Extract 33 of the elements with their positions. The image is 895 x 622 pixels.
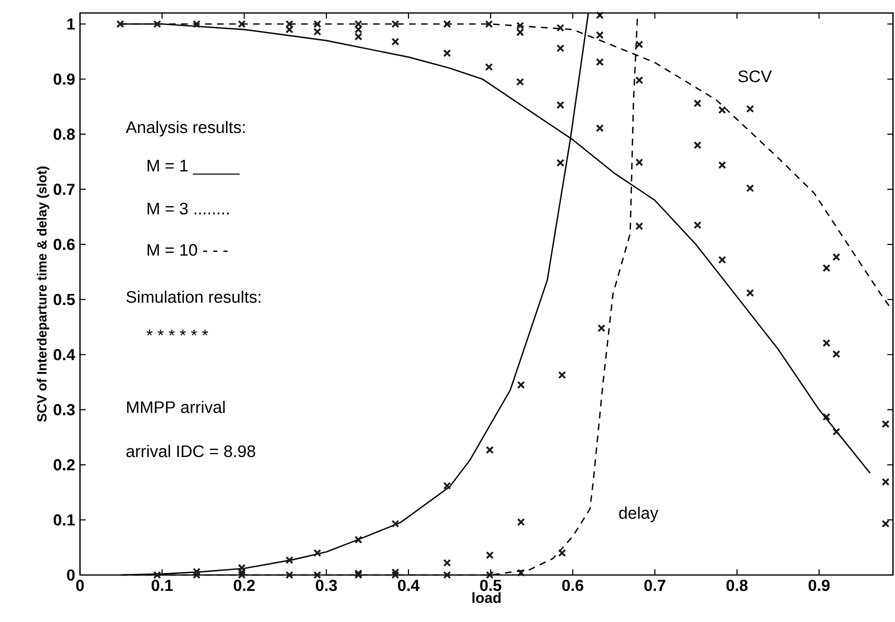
x-axis-title: load <box>472 592 501 603</box>
annotation: M = 1 _____ <box>148 160 240 175</box>
annotation: * * * * * * <box>146 330 208 336</box>
y-tick-label: 0.1 <box>54 514 75 526</box>
annotation: M = 10 - - - <box>148 244 228 256</box>
y-tick-label: 0 <box>67 569 75 581</box>
x-tick-label: 0.9 <box>808 580 830 592</box>
y-tick-label: 0.3 <box>54 404 75 416</box>
y-axis-title: SCV of Interdeparture time & delay (slot) <box>36 166 50 422</box>
y-tick-label: 0.7 <box>54 184 75 195</box>
x-tick-label: 0 <box>76 580 84 592</box>
y-tick-label: 0.5 <box>54 294 75 306</box>
x-tick-label: 0.4 <box>398 580 420 592</box>
y-tick-label: 0.2 <box>54 459 75 470</box>
y-tick-label: 1 <box>67 18 75 30</box>
annotation: Simulation results: <box>126 290 260 303</box>
x-tick-label: 0.6 <box>562 580 584 592</box>
x-tick-label: 0.2 <box>234 580 255 592</box>
y-tick-label: 0.9 <box>54 73 75 85</box>
annotation: arrival IDC = 8.98 <box>126 444 256 458</box>
x-tick-label: 0.1 <box>152 580 173 592</box>
y-tick-label: 0.6 <box>54 238 75 250</box>
annotation: delay <box>619 506 658 522</box>
y-tick-label: 0.8 <box>54 128 75 140</box>
x-tick-label: 0.3 <box>316 580 337 592</box>
x-tick-label: 0.8 <box>726 580 748 592</box>
x-tick-label: 0.5 <box>480 580 502 592</box>
annotation: M = 3 ........ <box>148 202 229 214</box>
x-tick-label: 0.7 <box>644 580 666 592</box>
annotation: SCV <box>738 70 772 82</box>
y-tick-label: 0.4 <box>54 348 76 360</box>
annotation: Analysis results: <box>126 120 245 136</box>
annotation: MMPP arrival <box>127 400 225 414</box>
